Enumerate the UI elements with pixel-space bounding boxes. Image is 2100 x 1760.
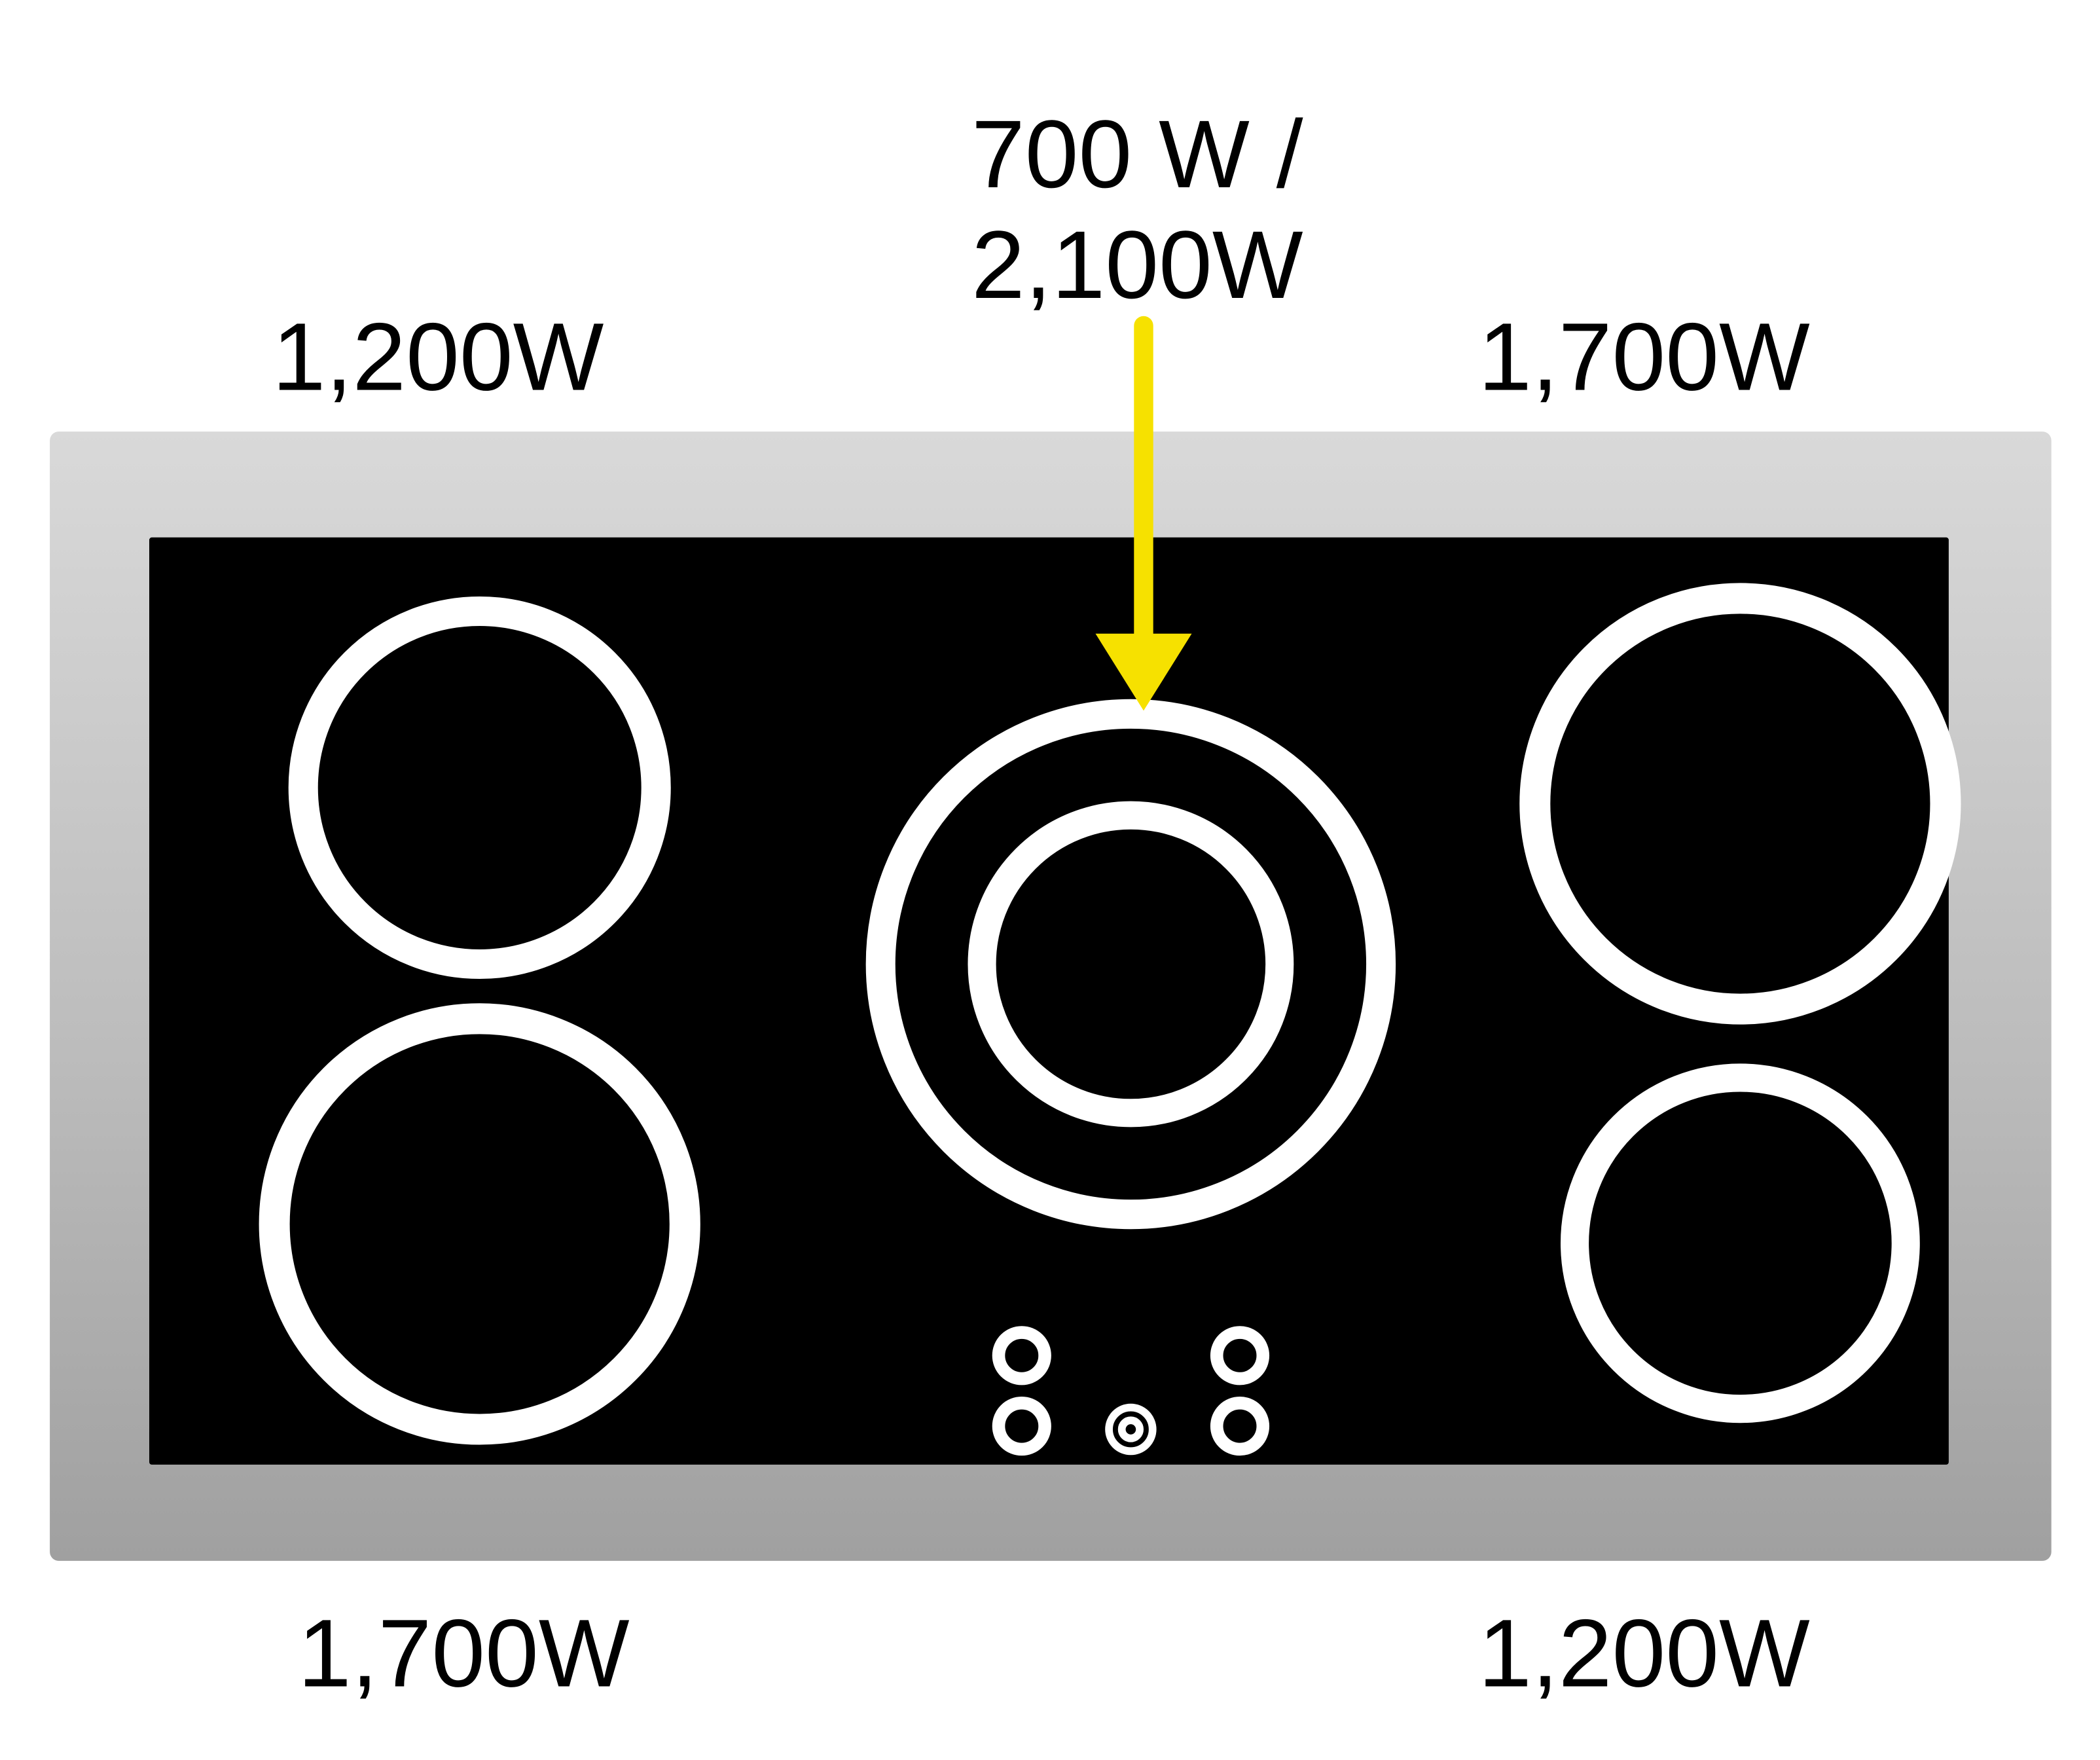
label-top-right: 1,700W	[1478, 302, 1810, 413]
label-bottom-left: 1,700W	[298, 1598, 630, 1709]
label-center: 700 W / 2,100W	[971, 100, 1303, 321]
cooktop-diagram: 700 W / 2,100W 1,200W 1,700W 1,700W 1,20…	[21, 18, 2079, 1742]
label-top-left: 1,200W	[272, 302, 604, 413]
label-bottom-right: 1,200W	[1478, 1598, 1810, 1709]
